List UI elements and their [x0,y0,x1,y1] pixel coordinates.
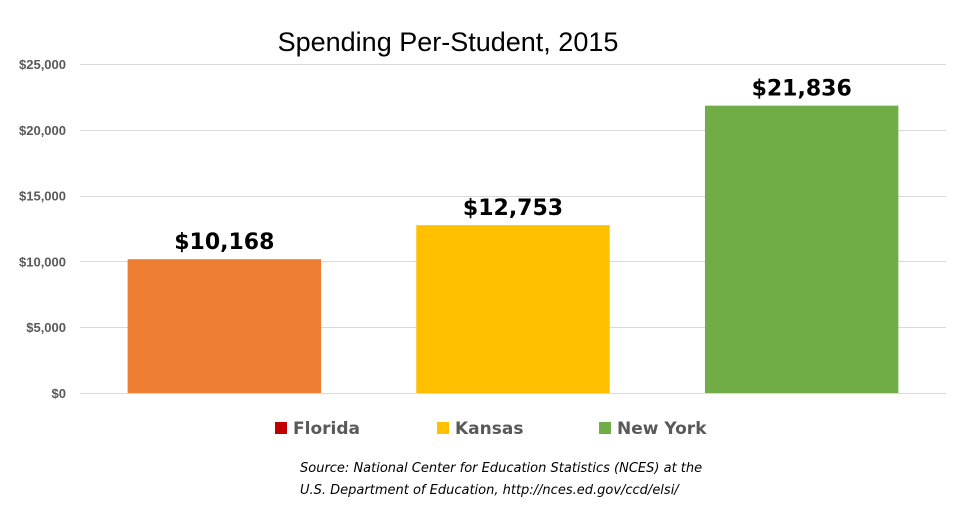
bar-kansas [416,225,610,393]
chart-title: Spending Per-Student, 2015 [278,27,619,57]
data-labels: $10,168 $12,753 $21,836 [174,77,852,256]
bar-florida [127,259,322,393]
y-tick-label: $5,000 [26,320,66,335]
source-line-2: U.S. Department of Education, http://nce… [300,483,679,498]
legend-label: Florida [293,419,360,439]
y-tick-label: $25,000 [19,57,66,72]
y-tick-label: $0 [52,386,66,401]
legend-swatch [437,422,449,434]
y-tick-label: $15,000 [19,189,66,204]
data-label: $21,836 [752,77,852,102]
data-label: $12,753 [463,196,563,221]
y-tick-label: $20,000 [19,123,66,138]
source-note: Source: National Center for Education St… [300,458,740,502]
bars [127,105,899,393]
y-axis: $0 $5,000 $10,000 $15,000 $20,000 $25,000 [19,57,66,401]
y-tick-label: $10,000 [19,254,66,269]
source-line-1: Source: National Center for Education St… [300,461,703,476]
bar-new-york [704,105,899,393]
legend-label: New York [617,419,707,439]
data-label: $10,168 [174,230,274,255]
legend-swatch [599,422,611,434]
legend-label: Kansas [455,419,523,439]
legend: Florida Kansas New York [275,419,707,439]
legend-swatch [275,422,287,434]
